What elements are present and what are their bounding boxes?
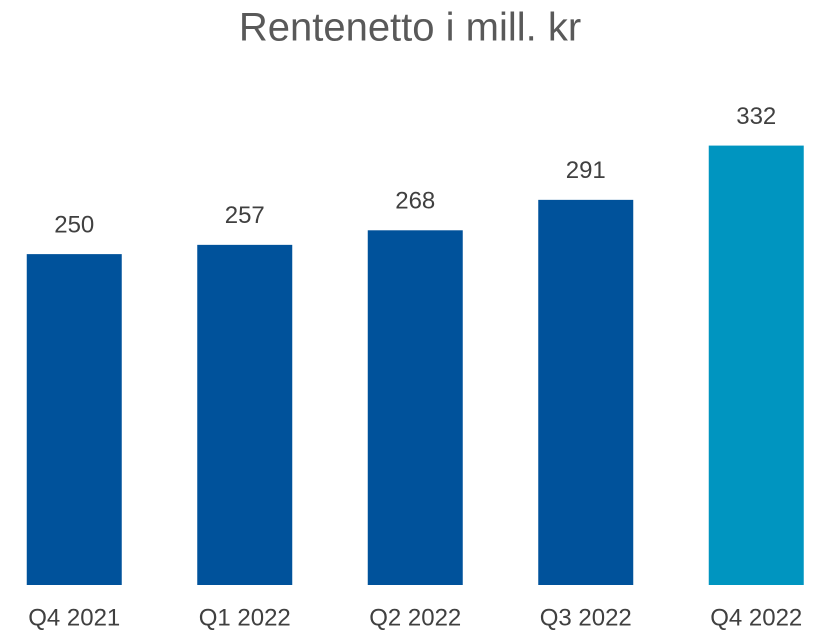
data-label: 291	[566, 157, 606, 184]
data-label: 250	[54, 211, 94, 238]
data-label: 268	[395, 188, 435, 215]
data-label: 257	[225, 202, 265, 229]
x-tick-label: Q4 2022	[710, 604, 802, 631]
bar	[538, 199, 634, 585]
bar	[367, 230, 463, 585]
x-tick-label: Q2 2022	[369, 604, 461, 631]
x-tick-label: Q1 2022	[199, 604, 291, 631]
bar	[197, 244, 293, 585]
x-tick-label: Q4 2021	[28, 604, 120, 631]
data-label: 332	[736, 103, 776, 130]
bar	[708, 145, 804, 585]
bar	[26, 254, 122, 585]
x-tick-label: Q3 2022	[540, 604, 632, 631]
chart-title: Rentenetto i mill. kr	[239, 6, 581, 50]
